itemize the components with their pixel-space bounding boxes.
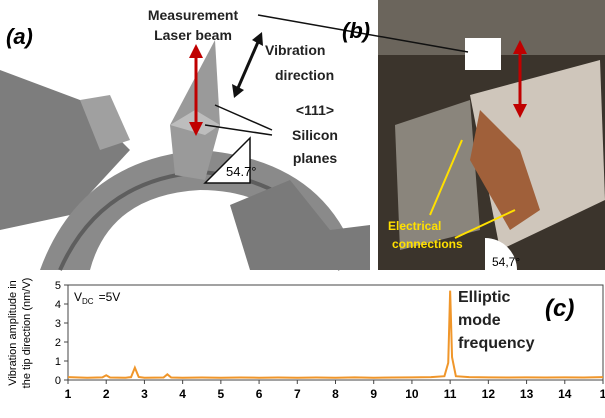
vibration-arrow xyxy=(236,41,260,89)
condition-text: =5V xyxy=(99,290,121,304)
connection-pointers xyxy=(429,139,516,239)
frame-left xyxy=(0,70,130,230)
planes-label: <111> xyxy=(296,102,334,118)
panel-label: (a) xyxy=(6,24,33,49)
plot-frame xyxy=(67,284,604,381)
x-tick-label: 13 xyxy=(520,387,534,401)
x-tick-label: 9 xyxy=(370,387,377,401)
x-tick-label: 14 xyxy=(558,387,572,401)
panel-b: (b) Electrical connections 54,7° xyxy=(257,0,605,270)
x-tick-label: 11 xyxy=(444,387,457,401)
y-tick-label: 0 xyxy=(55,375,61,387)
x-tick-label: 12 xyxy=(482,387,496,401)
angle-label: 54.7° xyxy=(226,164,257,179)
x-tick-label: 3 xyxy=(141,387,148,401)
x-tick-label: 1 xyxy=(65,387,72,401)
laser-pointer xyxy=(257,14,469,53)
vibration-label: direction xyxy=(275,67,334,83)
x-tick-label: 7 xyxy=(294,387,301,401)
panel-label: (c) xyxy=(545,295,574,322)
annotation: Elliptic xyxy=(458,289,511,306)
connections-label: connections xyxy=(392,237,463,251)
y-tick-label: 1 xyxy=(55,356,61,368)
panel-label: (b) xyxy=(342,18,370,43)
annotation: frequency xyxy=(458,335,535,352)
ring xyxy=(40,150,360,270)
condition-subscript: DC xyxy=(82,297,94,306)
y-tick-label: 4 xyxy=(55,299,61,311)
planes-label: planes xyxy=(293,150,338,166)
y-axis-label: the tip direction (nm/V) xyxy=(21,278,33,389)
x-tick-label: 6 xyxy=(256,387,263,401)
holder xyxy=(470,110,540,230)
vibration-arrow-heads xyxy=(232,32,263,98)
spot xyxy=(465,38,501,70)
condition-label: VDC =5V xyxy=(74,290,120,306)
laser-label: Laser beam xyxy=(154,27,232,43)
x-tick-label: 8 xyxy=(332,387,339,401)
data-line xyxy=(67,290,604,379)
laser-label: Measurement xyxy=(148,7,239,23)
y-tick-label: 5 xyxy=(55,280,61,292)
mount xyxy=(395,100,480,250)
angle-box xyxy=(203,136,251,184)
x-tick-label: 5 xyxy=(218,387,225,401)
x-tick-label: 2 xyxy=(103,387,110,401)
chart: Vibration amplitude in the tip direction… xyxy=(7,278,605,401)
angle-label: 54,7° xyxy=(492,255,520,269)
x-tick-label: 1 xyxy=(600,387,605,401)
plane-pointers xyxy=(204,104,273,136)
x-tick-label: 10 xyxy=(405,387,419,401)
y-axis-label: Vibration amplitude in xyxy=(7,280,19,386)
angle-box xyxy=(485,238,517,270)
frame-right xyxy=(230,180,370,270)
x-tick-label: 4 xyxy=(179,387,186,401)
panel-a: (a) Measurement Laser beam Vibration dir… xyxy=(0,7,370,271)
y-tick-label: 2 xyxy=(55,337,61,349)
annotation: mode xyxy=(458,312,501,329)
y-tick-label: 3 xyxy=(55,318,61,330)
frame-block xyxy=(80,95,130,150)
vibration-label: Vibration xyxy=(265,42,325,58)
connections-label: Electrical xyxy=(388,219,441,233)
planes-label: Silicon xyxy=(292,127,338,143)
condition-symbol: V xyxy=(74,290,82,304)
